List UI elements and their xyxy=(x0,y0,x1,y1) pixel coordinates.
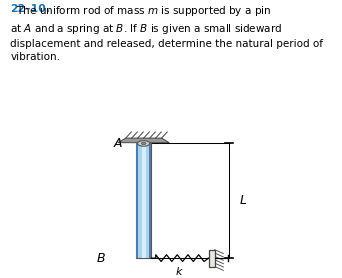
Polygon shape xyxy=(118,138,169,143)
Text: $A$: $A$ xyxy=(113,137,123,150)
Polygon shape xyxy=(142,143,146,258)
Circle shape xyxy=(141,142,146,145)
Text: $B$: $B$ xyxy=(96,252,106,265)
Polygon shape xyxy=(136,143,138,258)
Circle shape xyxy=(137,141,150,146)
Text: 22–10.: 22–10. xyxy=(10,4,50,14)
Polygon shape xyxy=(209,250,215,267)
Polygon shape xyxy=(136,143,151,258)
Polygon shape xyxy=(149,143,151,258)
Text: $L$: $L$ xyxy=(239,194,248,207)
Text: $k$: $k$ xyxy=(175,265,184,277)
Text: The uniform rod of mass $m$ is supported by a pin
at $A$ and a spring at $B$. If: The uniform rod of mass $m$ is supported… xyxy=(10,4,323,62)
